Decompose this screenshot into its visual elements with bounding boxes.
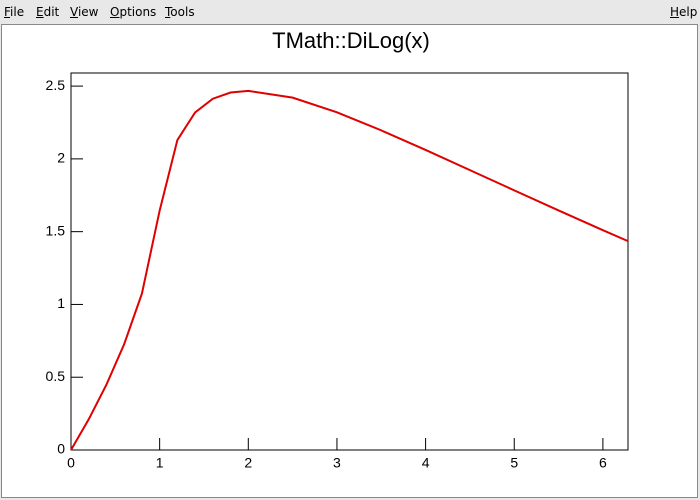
menu-item[interactable]: Options: [110, 5, 157, 19]
menu-bar: File Edit View Options Tools Help: [0, 0, 700, 24]
data-line: [70, 89, 629, 451]
y-tick-label: 1: [57, 295, 65, 311]
y-tick-label: 1.5: [46, 222, 66, 238]
menu-item[interactable]: Edit: [36, 5, 60, 19]
chart-title: TMath::DiLog(x): [272, 28, 430, 53]
x-tick-label: 1: [156, 455, 164, 471]
y-tick-label: 2: [57, 150, 65, 166]
y-tick-label: 0.5: [46, 368, 66, 384]
menu-item[interactable]: View: [70, 5, 99, 19]
menu-item[interactable]: Tools: [165, 5, 195, 19]
x-tick-label: 5: [510, 455, 518, 471]
x-tick-label: 3: [333, 455, 341, 471]
x-tick-label: 6: [599, 455, 607, 471]
plot-frame: [70, 72, 629, 451]
x-tick-label: 0: [67, 455, 75, 471]
x-tick-label: 2: [244, 455, 252, 471]
y-tick-label: 0: [57, 441, 65, 457]
chart: TMath::DiLog(x) 00.511.522.50 1 2 3 4 5 6: [1, 24, 698, 498]
menu-item[interactable]: Help: [670, 5, 698, 19]
menu-item[interactable]: File: [4, 5, 25, 19]
canvas-border: [1, 24, 698, 498]
y-tick-label: 2.5: [46, 77, 66, 93]
x-tick-label: 4: [422, 455, 430, 471]
